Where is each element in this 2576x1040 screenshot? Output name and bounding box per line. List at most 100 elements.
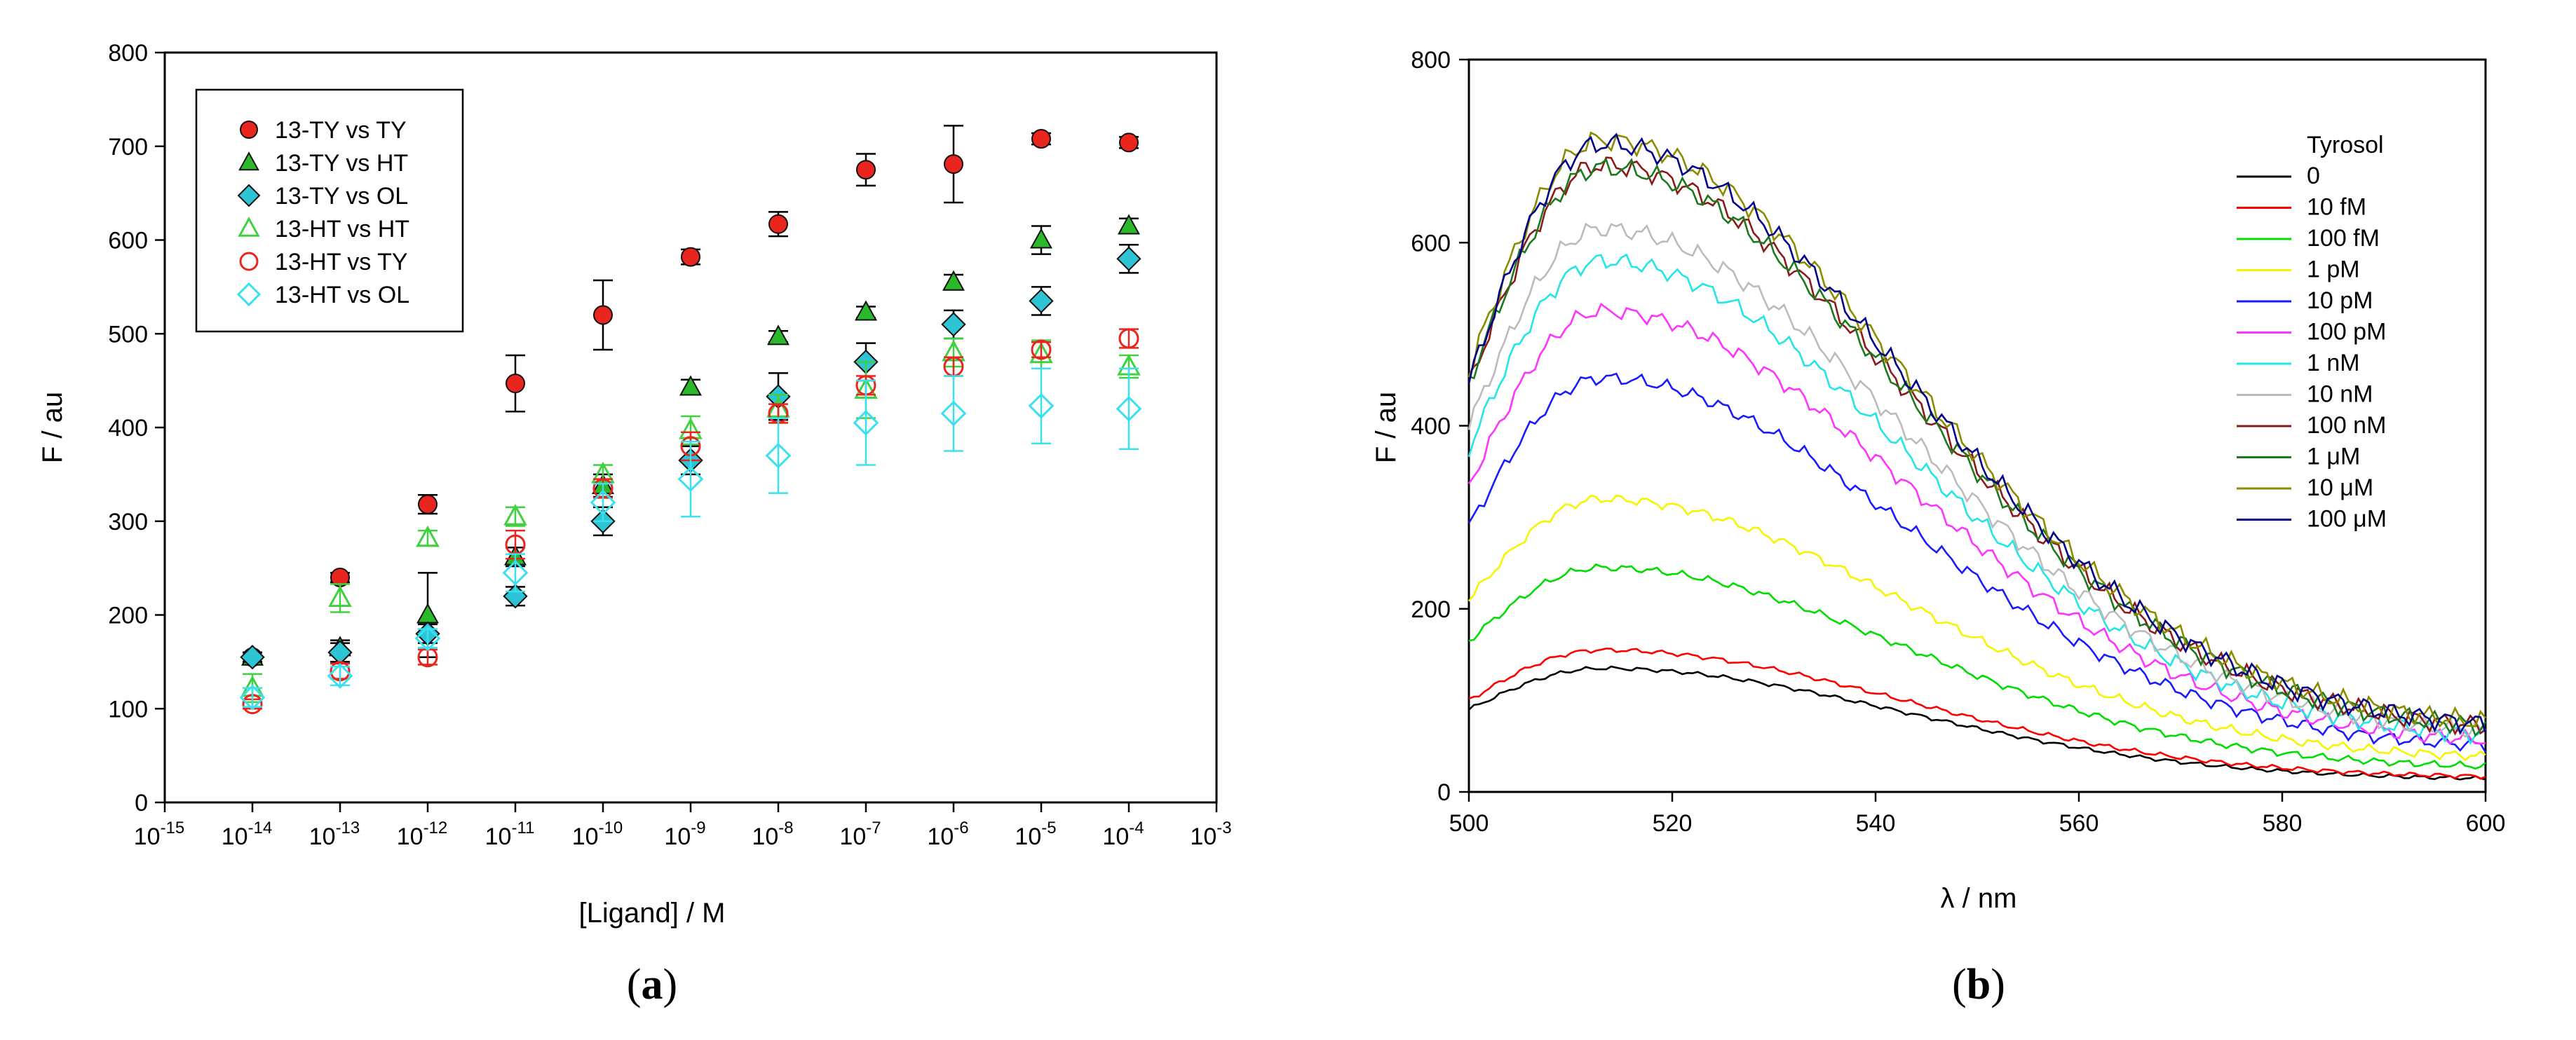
panel-a-legend: 13-TY vs TY 13-TY vs HT 13-TY vs OL 13-HT v… (195, 88, 464, 333)
panel-a-data-point (503, 584, 528, 609)
panel-b-label: (b) (1952, 961, 2005, 1008)
panel-a-xtick-label: 10-3 (1190, 819, 1231, 850)
panel-b-legend-label: 1 nM (2307, 350, 2360, 376)
panel-a-legend-label: 13-TY vs HT (275, 150, 408, 177)
panel-a-data-point (853, 409, 879, 436)
panel-a-data-point (855, 300, 877, 321)
panel-a-data-point (327, 640, 353, 665)
panel-a-data-point (416, 525, 440, 547)
panel-a-ylabel: F / au (37, 392, 68, 463)
panel-a-legend-label: 13-HT vs TY (275, 249, 408, 275)
panel-a-data-point (1029, 341, 1053, 364)
panel-b-spectrum-line (1467, 494, 2486, 762)
panel-a-data-point (1116, 246, 1141, 271)
panel-a-data-point (677, 466, 704, 492)
panel-a-data-point (1030, 228, 1052, 249)
panel-a-xlabel: [Ligand] / M (578, 898, 725, 929)
panel-a-ytick-label: 600 (108, 228, 148, 254)
panel-b-spectrum-line (1467, 131, 2487, 728)
panel-a-data-point (940, 400, 967, 427)
panel-a-data-point (1031, 129, 1051, 149)
panel-a-xtick-label: 10-6 (927, 819, 968, 850)
panel-b-legend-label: 100 nM (2307, 412, 2386, 439)
panel-b-legend: Tyrosol 0 10 fM 100 fM 1 pM 10 pM 100 pM 1 nM 1… (2237, 132, 2387, 533)
panel-b-legend-label: 100 pM (2307, 319, 2386, 345)
panel-a-data-point (506, 374, 525, 394)
panel-b-legend-label: 0 (2307, 163, 2320, 189)
panel-a-data-point (503, 503, 527, 526)
panel-b-xtick-label: 540 (1856, 810, 1896, 837)
panel-a-xtick-label: 10-15 (134, 819, 185, 850)
panel-a-legend-symbol (238, 151, 259, 171)
panel-a-legend-symbol (239, 252, 259, 271)
panel-b-legend-label: 10 μM (2307, 474, 2373, 501)
panel-a-ytick-label: 200 (108, 603, 148, 629)
panel-a-data-point (239, 684, 266, 711)
panel-a-xtick-label: 10-4 (1102, 819, 1144, 850)
panel-b-spectrum-line (1468, 563, 2486, 770)
panel-a-legend-symbol (236, 282, 262, 307)
panel-a-xtick-label: 10-14 (222, 819, 273, 850)
panel-a-ytick-label: 300 (108, 509, 148, 535)
panel-a-data-point (767, 324, 789, 345)
panel-a-data-point (1031, 339, 1052, 360)
panel-b-legend-label: 1 pM (2307, 256, 2360, 283)
panel-a-xtick-label: 10-5 (1015, 819, 1056, 850)
panel-b-ytick-label: 0 (1437, 779, 1451, 806)
panel-a-ytick-label: 700 (108, 134, 148, 160)
panel-b-spectrum-line (1467, 372, 2487, 753)
panel-a-ytick-label: 500 (108, 321, 148, 348)
panel-a-data-point (328, 585, 352, 607)
panel-b-legend-label: 10 pM (2307, 287, 2373, 314)
panel-a-ytick-label: 800 (108, 40, 148, 67)
panel-a-ytick-label: 100 (108, 696, 148, 723)
panel-a-data-point (679, 375, 702, 396)
panel-a-xtick-label: 10-11 (485, 819, 535, 850)
panel-a-data-point (502, 559, 529, 586)
panel-a-xtick-label: 10-13 (309, 819, 360, 850)
panel-a-data-point (1118, 214, 1140, 235)
panel-a-data-point (765, 442, 792, 469)
panel-a-legend-label: 13-HT vs OL (275, 282, 409, 308)
panel-a-legend-symbol (240, 121, 258, 139)
panel-a-xtick-label: 10-10 (572, 819, 623, 850)
panel-a-xtick-label: 10-7 (839, 819, 881, 850)
panel-a-legend-symbol (237, 184, 261, 207)
panel-b-xtick-label: 580 (2263, 810, 2303, 837)
panel-b-spectrum-line (1468, 158, 2487, 737)
panel-a-data-point (941, 312, 966, 337)
panel-b-spectrum-line (1468, 665, 2486, 781)
panel-a-data-point (327, 663, 353, 689)
panel-a-xtick-label: 10-8 (752, 819, 793, 850)
panel-b-xtick-label: 600 (2466, 810, 2506, 837)
panel-a-ytick-label: 400 (108, 415, 148, 442)
panel-b-legend-title: Tyrosol (2307, 132, 2384, 158)
panel-b: 0 200 400 600 800 500 520 540 560 580 600 Tyrosol … (1371, 47, 2505, 1008)
panel-b-xtick-label: 500 (1449, 810, 1489, 837)
panel-a-ytick-label: 0 (135, 790, 148, 816)
panel-b-ytick-label: 400 (1411, 413, 1451, 440)
panel-a-letter: a (642, 961, 663, 1008)
panel-a-legend-label: 13-TY vs OL (275, 183, 408, 210)
panel-a: 0 100 200 300 400 500 600 700 800 10-15 10-14 10-13… (37, 40, 1232, 1008)
panel-a-data-point (590, 489, 616, 516)
panel-a-series (241, 214, 1140, 666)
panel-b-ylabel: F / au (1371, 392, 1402, 463)
panel-b-legend-label: 1 μM (2307, 444, 2360, 470)
panel-b-spectrum-line (1467, 302, 2486, 745)
panel-b-letter: b (1967, 961, 1991, 1008)
panel-b-spectrum-line (1467, 156, 2486, 736)
panel-a-xtick-label: 10-12 (397, 819, 448, 850)
panel-b-legend-label: 100 μM (2307, 506, 2387, 533)
panel-b-spectrum-line (1467, 132, 2487, 735)
panel-a-data-point (681, 247, 700, 267)
panel-a-data-point (414, 625, 441, 652)
panel-b-xlabel: λ / nm (1941, 883, 2017, 914)
panel-b-spectrum-line (1468, 648, 2486, 780)
panel-b-legend-label: 10 nM (2307, 381, 2373, 408)
panel-a-legend-symbol (238, 217, 260, 237)
panel-a-data-point (944, 154, 963, 175)
panel-b-xtick-label: 520 (1653, 810, 1693, 837)
panel-a-data-point (856, 160, 876, 180)
panel-a-data-point (1116, 395, 1142, 422)
